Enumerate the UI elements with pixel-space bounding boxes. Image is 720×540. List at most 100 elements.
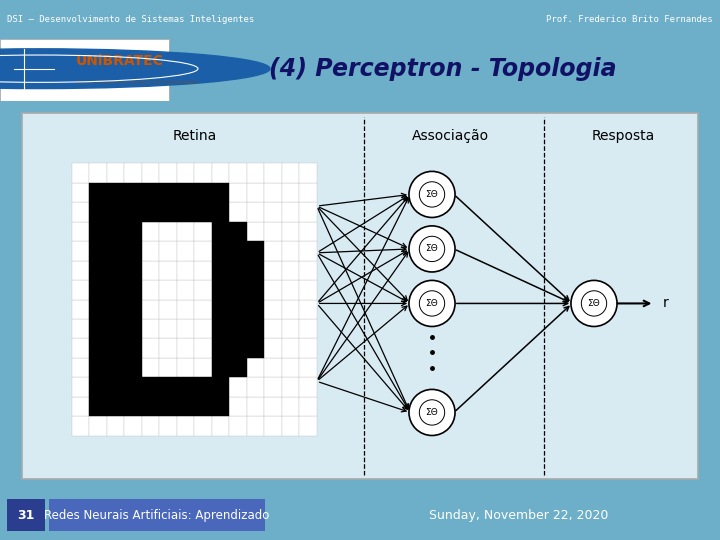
Bar — [125, 280, 142, 300]
Bar — [89, 397, 107, 416]
Bar — [300, 358, 317, 377]
Text: (4) Perceptron - Topologia: (4) Perceptron - Topologia — [269, 57, 616, 80]
Bar — [264, 241, 282, 261]
Bar — [194, 319, 212, 339]
Text: r: r — [663, 296, 669, 310]
Bar — [247, 319, 264, 339]
Bar — [125, 202, 142, 222]
Bar — [107, 339, 125, 358]
Ellipse shape — [571, 280, 617, 327]
Ellipse shape — [419, 291, 445, 316]
Bar — [107, 241, 125, 261]
Bar — [212, 416, 230, 436]
Bar — [159, 163, 177, 183]
Bar — [264, 261, 282, 280]
Bar — [89, 241, 107, 261]
Bar — [282, 280, 300, 300]
Bar — [212, 183, 230, 202]
Bar — [177, 261, 194, 280]
Bar — [142, 358, 159, 377]
Bar — [107, 183, 125, 202]
Bar — [247, 163, 264, 183]
Bar — [89, 339, 107, 358]
Bar — [300, 163, 317, 183]
Bar — [125, 300, 142, 319]
Bar — [264, 416, 282, 436]
Bar — [177, 222, 194, 241]
Bar — [264, 377, 282, 397]
Ellipse shape — [409, 171, 455, 218]
Bar — [212, 397, 230, 416]
Bar — [107, 280, 125, 300]
Bar — [194, 163, 212, 183]
Bar — [142, 280, 159, 300]
Bar — [89, 202, 107, 222]
Bar — [177, 358, 194, 377]
Bar — [212, 241, 230, 261]
Bar — [212, 377, 230, 397]
Text: Prof. Frederico Brito Fernandes: Prof. Frederico Brito Fernandes — [546, 15, 713, 24]
Bar — [89, 397, 107, 416]
Bar — [177, 202, 194, 222]
Bar — [177, 183, 194, 202]
Bar — [177, 339, 194, 358]
Bar — [89, 300, 107, 319]
Bar — [264, 183, 282, 202]
Bar — [212, 300, 230, 319]
Bar — [282, 416, 300, 436]
Bar — [212, 202, 230, 222]
Bar — [125, 222, 142, 241]
Bar — [212, 222, 230, 241]
Bar — [125, 280, 142, 300]
Text: Sunday, November 22, 2020: Sunday, November 22, 2020 — [428, 509, 608, 522]
Bar — [194, 300, 212, 319]
Bar — [282, 300, 300, 319]
Bar — [264, 358, 282, 377]
Text: ΣΘ: ΣΘ — [426, 408, 438, 417]
Bar — [72, 222, 89, 241]
Bar — [282, 241, 300, 261]
Circle shape — [0, 49, 270, 89]
Bar — [89, 163, 107, 183]
Bar — [230, 358, 247, 377]
Text: ΣΘ: ΣΘ — [426, 190, 438, 199]
Bar — [159, 183, 177, 202]
Bar — [300, 416, 317, 436]
Bar — [177, 202, 194, 222]
Bar — [159, 377, 177, 397]
Bar — [194, 339, 212, 358]
Bar — [212, 163, 230, 183]
Bar — [212, 358, 230, 377]
Bar — [230, 300, 247, 319]
Bar — [212, 319, 230, 339]
Text: Ensino Superior e Técnico em Informática: Ensino Superior e Técnico em Informática — [76, 79, 198, 85]
Bar — [107, 222, 125, 241]
Bar — [194, 377, 212, 397]
Bar — [89, 319, 107, 339]
Bar — [264, 163, 282, 183]
Bar — [142, 183, 159, 202]
Bar — [300, 319, 317, 339]
Bar — [107, 397, 125, 416]
Bar — [230, 202, 247, 222]
Bar — [300, 241, 317, 261]
Bar — [194, 397, 212, 416]
Bar — [177, 416, 194, 436]
Bar — [159, 397, 177, 416]
Bar — [247, 202, 264, 222]
Bar — [125, 358, 142, 377]
Bar — [300, 300, 317, 319]
Bar — [177, 397, 194, 416]
Bar — [125, 300, 142, 319]
Bar — [159, 202, 177, 222]
Bar — [125, 397, 142, 416]
Bar — [142, 377, 159, 397]
Bar — [282, 358, 300, 377]
Bar — [247, 222, 264, 241]
Bar — [300, 202, 317, 222]
Bar — [212, 202, 230, 222]
Bar — [247, 358, 264, 377]
Bar — [125, 358, 142, 377]
Bar — [300, 339, 317, 358]
Bar — [107, 377, 125, 397]
